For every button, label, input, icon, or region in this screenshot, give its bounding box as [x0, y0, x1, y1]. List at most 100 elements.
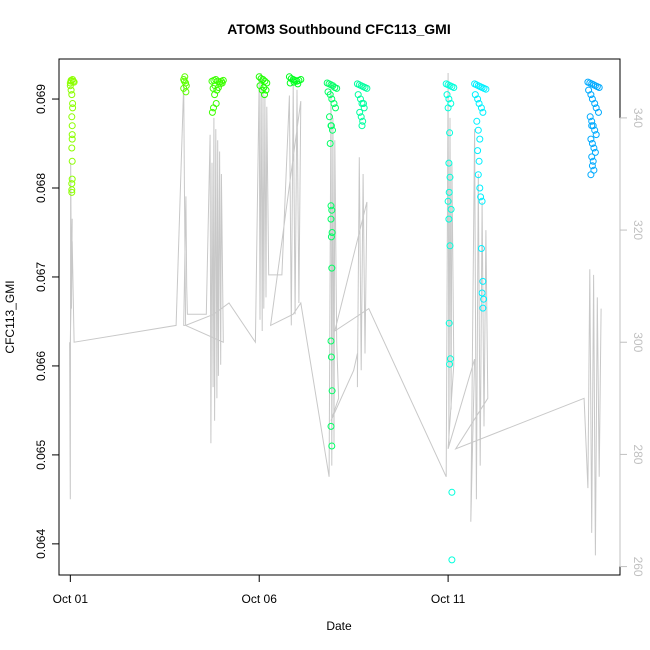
data-point	[68, 144, 76, 152]
data-point	[476, 135, 484, 143]
data-point	[68, 122, 76, 130]
data-point	[444, 104, 452, 112]
data-point	[448, 556, 456, 564]
y-tick-label: 0.067	[34, 262, 48, 292]
data-point	[450, 84, 458, 91]
data-point	[69, 104, 77, 112]
series-3	[255, 73, 271, 99]
data-point	[67, 86, 75, 94]
data-point	[478, 197, 486, 205]
data-point	[327, 122, 335, 130]
data-point	[477, 104, 485, 112]
data-point	[445, 188, 453, 196]
data-point	[290, 78, 298, 86]
overlay-layer	[69, 72, 602, 556]
data-point	[180, 84, 188, 92]
data-point	[329, 126, 336, 134]
data-point	[478, 289, 486, 297]
series-9	[584, 78, 603, 179]
data-point	[333, 84, 341, 92]
data-point	[357, 113, 365, 121]
data-point	[360, 104, 368, 112]
series-4	[285, 73, 305, 88]
data-point	[211, 91, 219, 99]
y-tick-label: 0.068	[34, 173, 48, 203]
data-point	[446, 242, 454, 250]
data-point	[68, 157, 76, 165]
y-tick-label: 0.065	[34, 440, 48, 470]
data-point	[327, 202, 335, 210]
series-5	[323, 79, 341, 450]
series-0	[66, 76, 78, 196]
series-8	[471, 80, 490, 312]
data-point	[446, 173, 454, 181]
chart-title: ATOM3 Southbound CFC113_GMI	[227, 21, 451, 37]
data-point	[328, 206, 336, 214]
data-point	[68, 91, 76, 99]
data-point	[70, 78, 78, 86]
series-7	[442, 80, 458, 564]
data-point	[448, 488, 456, 496]
data-point	[363, 84, 371, 92]
data-point	[474, 147, 482, 155]
right-tick-label: 300	[631, 332, 645, 352]
data-point	[68, 113, 76, 121]
data-point	[327, 337, 335, 345]
data-point	[330, 100, 338, 107]
series-2	[208, 76, 227, 116]
data-point	[587, 171, 595, 179]
data-point	[588, 122, 596, 130]
data-point	[591, 100, 599, 107]
data-point	[327, 233, 335, 241]
data-point	[326, 140, 334, 147]
points-layer	[66, 73, 603, 564]
data-point	[586, 113, 594, 121]
data-point	[328, 442, 336, 450]
right-tick-label: 320	[631, 220, 645, 240]
data-point	[444, 197, 452, 205]
right-tick-label: 340	[631, 108, 645, 128]
data-point	[326, 91, 334, 99]
data-point	[218, 79, 226, 87]
data-point	[182, 88, 190, 96]
data-point	[69, 100, 77, 107]
data-point	[446, 360, 454, 368]
data-point	[474, 95, 482, 103]
y-tick-label: 0.066	[34, 351, 48, 381]
data-point	[326, 113, 333, 121]
data-point	[477, 193, 485, 201]
data-point	[332, 104, 339, 112]
y-tick-label: 0.064	[34, 529, 48, 559]
data-point	[590, 144, 598, 152]
data-point	[473, 117, 481, 125]
data-point	[447, 205, 455, 213]
data-point	[328, 264, 336, 272]
data-point	[588, 140, 596, 147]
data-point	[587, 91, 595, 99]
data-point	[475, 157, 483, 165]
right-tick-label: 260	[631, 557, 645, 577]
data-point	[446, 129, 454, 137]
data-point	[479, 304, 487, 312]
data-point	[327, 353, 335, 361]
y-axis: 0.064 0.065 0.066 0.067 0.068 0.069	[34, 84, 60, 559]
data-point	[68, 131, 76, 139]
data-point	[210, 104, 217, 112]
data-point	[588, 153, 596, 161]
data-point	[212, 100, 220, 107]
data-point	[592, 131, 600, 139]
data-point	[181, 73, 189, 81]
x-tick-label: Oct 06	[242, 592, 278, 606]
data-point	[445, 95, 453, 103]
data-point	[591, 148, 599, 156]
data-point	[327, 215, 335, 223]
data-point	[294, 80, 302, 88]
data-point	[588, 162, 596, 170]
data-point	[587, 135, 595, 143]
y-tick-label: 0.069	[34, 84, 48, 114]
right-axis: 260 280 300 320 340	[619, 108, 645, 577]
data-point	[262, 86, 270, 94]
data-point	[327, 422, 335, 430]
y-axis-label: CFC113_GMI	[3, 280, 17, 353]
